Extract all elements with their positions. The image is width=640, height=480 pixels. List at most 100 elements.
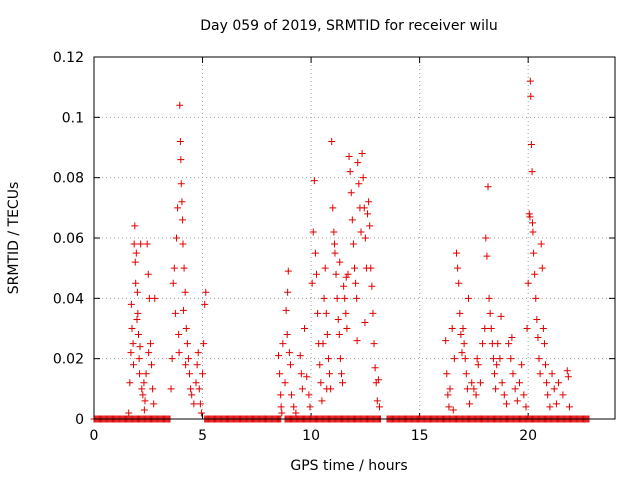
data-point [195,385,203,393]
data-point [324,355,332,363]
data-point [127,300,135,308]
data-point [520,391,528,399]
data-point [497,312,505,320]
data-point [187,385,195,393]
data-point [188,391,196,399]
plot-frame [93,56,616,420]
data-point [179,306,187,314]
data-point [511,385,519,393]
data-point [491,370,499,378]
data-point [543,379,551,387]
data-point [134,309,142,317]
data-point [353,294,361,302]
data-point [145,349,153,357]
data-point [358,150,366,158]
data-point [527,140,535,148]
data-point [275,352,283,360]
data-point [131,258,139,266]
data-point [192,379,200,387]
data-point [281,379,289,387]
data-point [279,340,287,348]
y-axis-label: SRMTID / TECUs [6,182,22,295]
data-point [529,219,537,227]
x-tick-label: 10 [302,428,320,444]
data-point [351,264,358,272]
data-point [502,400,510,408]
data-point [296,352,304,360]
data-point [132,279,140,287]
data-point [151,294,159,302]
data-point [323,385,331,393]
data-point [175,331,183,339]
data-point [527,92,535,100]
data-point [357,228,365,236]
data-point [343,325,351,332]
data-point [473,355,481,363]
axis-ticks: 0 5 10 15 20 0 0.02 0.04 0.06 0.08 0.1 0.12 [53,50,615,444]
data-point [177,156,185,164]
data-point [449,406,457,414]
data-point [484,183,492,191]
data-point [308,279,316,287]
data-point [344,270,352,278]
data-point [196,400,204,408]
data-point [138,385,146,393]
data-point [374,376,382,384]
data-point [339,379,347,387]
data-point [171,309,179,317]
data-point [542,361,550,369]
data-point [443,370,451,378]
data-point [489,355,497,363]
data-point [533,315,541,323]
data-point [550,385,558,393]
data-point [463,385,471,393]
data-point [137,240,145,248]
data-point [132,249,140,257]
data-point [526,213,534,221]
data-point [483,252,491,260]
data-point [538,264,546,272]
data-point [445,403,453,411]
data-point [276,370,284,378]
grid [94,57,615,419]
data-point [348,216,356,224]
y-tick-label: 0.02 [53,352,84,368]
data-point [319,340,327,348]
data-point [306,403,314,411]
data-point [316,361,324,369]
data-point [460,340,468,348]
data-point [283,331,291,339]
data-point [129,340,137,348]
data-point [367,264,375,272]
data-point [342,309,350,317]
data-point [168,355,176,363]
data-point [127,349,135,357]
data-point [336,355,344,363]
data-point [177,180,185,188]
data-point [375,403,383,411]
data-point [493,361,501,369]
data-point [286,361,294,369]
data-point [311,249,319,257]
data-point [496,355,504,363]
data-point [332,270,340,278]
y-tick-label: 0.08 [53,171,84,187]
y-tick-label: 0 [75,412,84,428]
data-point [537,240,545,248]
data-point [167,385,175,393]
data-point [494,340,502,348]
data-point [500,391,508,399]
data-point [446,385,454,393]
data-point [301,325,309,332]
data-point [536,370,544,378]
data-point [323,331,331,339]
data-point [472,391,480,399]
data-point [197,409,205,417]
data-point [482,234,490,242]
data-point [143,240,151,248]
chart-title: Day 059 of 2019, SRMTID for receiver wil… [200,18,498,34]
data-point [448,325,456,332]
data-point [318,397,326,405]
data-point [546,403,554,411]
x-tick-label: 0 [90,428,99,444]
